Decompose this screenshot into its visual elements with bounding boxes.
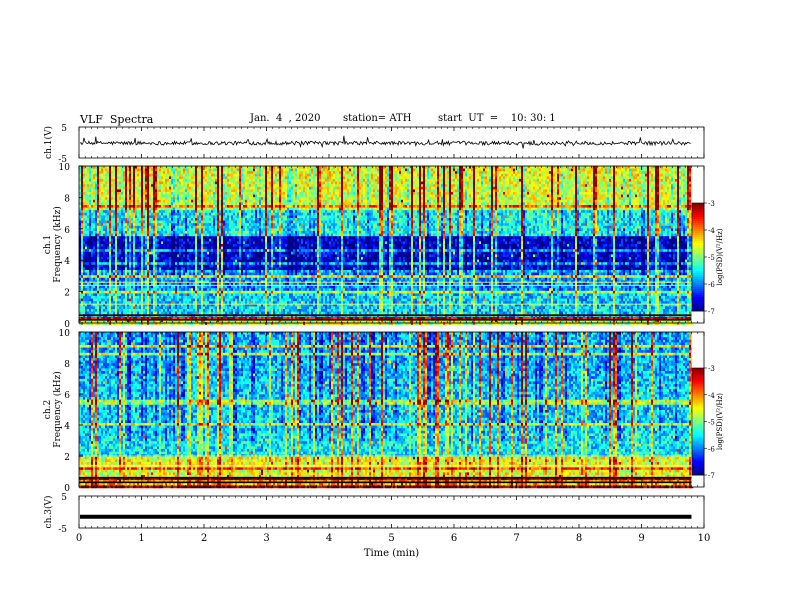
ch2-spectrogram-ylabel: Frequency (kHz) — [52, 371, 63, 448]
ch2-spectrogram-colorbar-tick-label: -4 — [708, 392, 715, 400]
ch1-spectrogram: 0 2 4 6 8 10 ch.1 Frequency (kHz) — [43, 163, 705, 330]
ch3-waveform-ytick-label: -5 — [58, 525, 67, 535]
ch2-spectrogram: 0 2 4 6 8 10 ch.2 Frequency (kHz) — [43, 329, 705, 494]
time-axis: 0 1 2 3 4 5 6 7 8 9 10 Time (min) — [76, 127, 711, 559]
start-time-label: start UT = 10: 30: 1 — [438, 113, 556, 124]
ch1-spectrogram-ytick-label: 10 — [59, 163, 71, 173]
ch1-spectrogram-colorbar-tick-label: -4 — [708, 227, 715, 235]
ch2-spectrogram-cells — [79, 332, 694, 489]
ch3-waveform-ylabel: ch.3(V) — [43, 496, 54, 529]
station-label: station= ATH — [343, 113, 411, 124]
time-axis-tick-label: 1 — [138, 533, 144, 544]
ch1-spectrogram-cells — [79, 166, 694, 325]
time-axis-tick-label: 10 — [698, 533, 711, 544]
ch2-spectrogram-ytick-label: 6 — [64, 391, 70, 401]
time-axis-tick-label: 8 — [576, 533, 582, 544]
ch1-waveform-ylabel: ch.1(V) — [43, 126, 54, 159]
ch1-waveform-trace — [79, 135, 691, 149]
time-axis-tick-label: 4 — [326, 533, 332, 544]
ch2-spectrogram-colorbar-tick-label: -3 — [708, 365, 715, 373]
time-axis-tick-label: 3 — [263, 533, 269, 544]
ch3-waveform-frame — [78, 495, 705, 529]
ch2-spectrogram-ytick-label: 2 — [64, 453, 70, 463]
ch1-spectrogram-colorbar-tick-label: -5 — [708, 254, 715, 262]
ch1-waveform: 5 -5 ch.1(V) — [43, 124, 705, 165]
time-axis-tick-label: 9 — [638, 533, 644, 544]
ch1-spectrogram-channel-label: ch.1 — [43, 235, 53, 254]
ch2-spectrogram-ytick-label: 10 — [59, 329, 71, 339]
time-axis-tick-label: 7 — [513, 533, 519, 544]
ch3-waveform-ytick-label: 5 — [61, 493, 67, 503]
time-axis-tick-label: 2 — [201, 533, 207, 544]
ch1-spectrogram-ytick-label: 6 — [64, 226, 70, 236]
ch1-spectrogram-ytick-label: 4 — [64, 257, 70, 267]
ch1-spectrogram-colorbar-label: log(PSD)(V²/Hz) — [716, 228, 724, 285]
ch2-spectrogram-ytick-label: 0 — [64, 484, 70, 494]
chart-title: VLF Spectra — [80, 113, 153, 126]
ch2-spectrogram-colorbar-tick-label: -6 — [708, 445, 715, 453]
ch2-spectrogram-colorbar-tick-label: -7 — [708, 472, 715, 480]
ch1-waveform-ytick-label: -5 — [58, 155, 67, 165]
ch1-spectrogram-ylabel: Frequency (kHz) — [52, 206, 63, 283]
ch1-waveform-ytick-label: 5 — [61, 124, 67, 134]
time-axis-label: Time (min) — [364, 548, 419, 559]
ch2-spectrogram-ytick-label: 4 — [64, 422, 70, 432]
ch2-spectrogram-colorbar-tick-label: -5 — [708, 419, 715, 427]
ch1-spectrogram-ytick-label: 2 — [64, 289, 70, 299]
ch2-spectrogram-ytick-label: 8 — [64, 360, 70, 370]
time-axis-tick-label: 0 — [76, 533, 82, 544]
ch1-spectrogram-colorbar-tick-label: -7 — [708, 308, 715, 316]
ch2-spectrogram-colorbar-label: log(PSD)(V²/Hz) — [716, 393, 724, 450]
time-axis-tick-label: 6 — [451, 533, 457, 544]
ch1-spectrogram-colorbar-tick-label: -6 — [708, 281, 715, 289]
ch1-spectrogram-colorbar: -3 -4 -5 -6 -7 log(PSD)(V²/Hz) — [691, 200, 724, 316]
ch1-spectrogram-ytick-label: 8 — [64, 194, 70, 204]
ch2-spectrogram-colorbar: -3 -4 -5 -6 -7 log(PSD)(V²/Hz) — [691, 365, 724, 480]
ch1-spectrogram-ytick-label: 0 — [64, 320, 70, 330]
date-label: Jan. 4 , 2020 — [250, 113, 320, 124]
ch2-spectrogram-channel-label: ch.2 — [43, 400, 53, 419]
time-axis-tick-label: 5 — [388, 533, 394, 544]
ch3-waveform: 5 -5 ch.3(V) — [43, 493, 705, 535]
ch1-spectrogram-colorbar-tick-label: -3 — [708, 200, 715, 208]
